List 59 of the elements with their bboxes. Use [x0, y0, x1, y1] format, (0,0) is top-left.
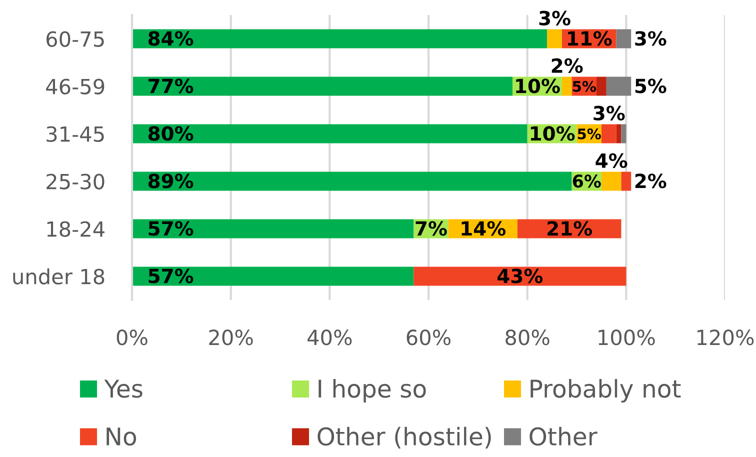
legend-label: No	[106, 428, 136, 446]
data-label: 89%	[148, 174, 194, 188]
bar	[132, 124, 528, 144]
legend-label: Other (hostile)	[318, 426, 491, 448]
data-label: 14%	[462, 221, 506, 236]
bar	[601, 124, 616, 144]
bar	[621, 172, 632, 191]
data-label: 77%	[148, 78, 194, 94]
data-label: 21%	[548, 221, 592, 236]
bar	[132, 172, 572, 191]
data-label: 4%	[596, 153, 628, 168]
data-label: 2%	[635, 174, 666, 188]
bar	[596, 76, 606, 96]
bar	[621, 124, 626, 144]
bar	[414, 266, 626, 286]
data-label: 3%	[539, 10, 570, 26]
data-label: 6%	[572, 174, 601, 188]
bar	[616, 124, 622, 144]
bar	[562, 76, 572, 96]
legend-label: I hope so	[318, 379, 426, 403]
bar	[132, 219, 414, 238]
data-label: 11%	[568, 31, 612, 46]
data-label: 5%	[635, 78, 666, 94]
data-label: 43%	[498, 268, 543, 284]
bar	[601, 172, 622, 191]
x-tick-label: 120%	[698, 330, 754, 346]
bar	[606, 76, 632, 96]
y-tick-label: 25-30	[46, 174, 104, 190]
legend-label: Probably not	[530, 379, 681, 403]
x-tick-label: 100%	[598, 330, 655, 346]
data-label: 10%	[530, 126, 575, 141]
x-tick-label: 0%	[116, 330, 148, 346]
bar	[132, 76, 513, 96]
y-tick-label: 31-45	[46, 126, 104, 142]
bar	[547, 29, 562, 48]
data-label: 84%	[148, 31, 194, 46]
data-label: 3%	[635, 31, 666, 46]
y-tick-label: 46-59	[46, 78, 104, 94]
x-tick-label: 80%	[506, 330, 550, 346]
y-tick-label: 18-24	[47, 221, 104, 237]
x-tick-label: 60%	[406, 330, 451, 346]
data-label: 7%	[416, 221, 447, 236]
data-label: 5%	[578, 128, 601, 140]
data-label: 5%	[572, 80, 596, 92]
data-label: 80%	[148, 126, 194, 141]
legend-label: Yes	[104, 380, 142, 398]
legend-label: Other	[530, 426, 598, 446]
bar	[132, 29, 548, 48]
bar	[132, 266, 414, 286]
data-label: 10%	[516, 78, 560, 94]
data-label: 57%	[148, 268, 194, 284]
y-tick-label: under 18	[13, 268, 104, 284]
y-tick-label: 60-75	[46, 31, 104, 47]
data-label: 3%	[594, 106, 625, 120]
x-tick-label: 40%	[308, 330, 352, 346]
bar	[616, 29, 632, 48]
x-tick-label: 20%	[209, 330, 253, 346]
data-label: 57%	[148, 221, 194, 236]
data-label: 2%	[552, 58, 583, 73]
